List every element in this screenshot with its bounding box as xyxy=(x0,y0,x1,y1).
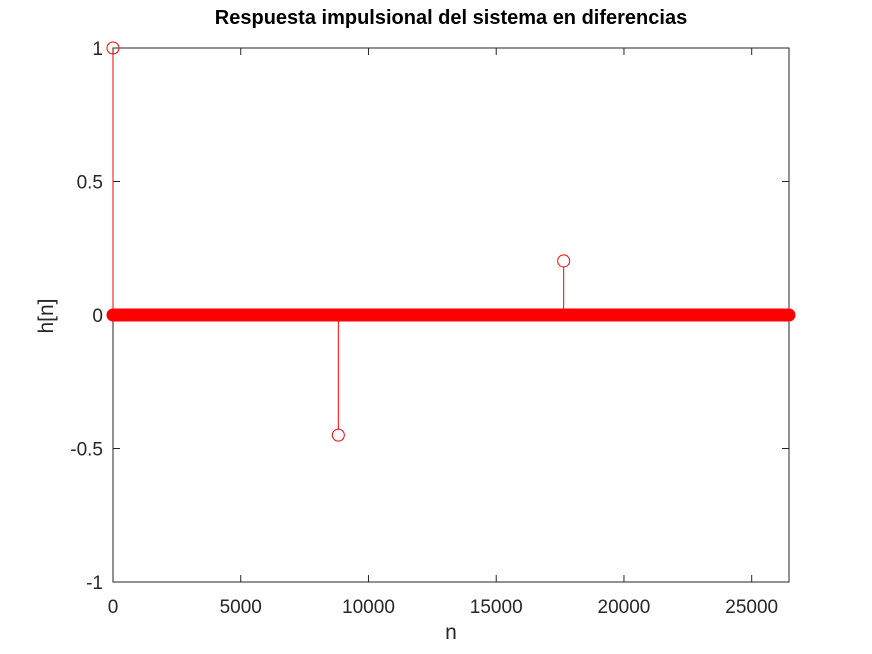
y-tick-label: -1 xyxy=(86,573,103,594)
stem-marker xyxy=(106,41,120,55)
x-tick-label: 20000 xyxy=(598,597,651,618)
x-tick-label: 5000 xyxy=(220,597,262,618)
x-tick-label: 10000 xyxy=(342,597,395,618)
y-tick-label: 0 xyxy=(92,306,103,327)
x-tick-label: 0 xyxy=(108,597,119,618)
stem-marker xyxy=(557,254,571,268)
y-tick-label: 0.5 xyxy=(77,173,103,194)
x-axis-label: n xyxy=(445,621,457,644)
y-tick-label: -0.5 xyxy=(70,440,103,461)
y-axis-label: h[n] xyxy=(35,298,58,333)
chart-title: Respuesta impulsional del sistema en dif… xyxy=(215,7,687,29)
plot-axes: 0 5000 10000 15000 20000 25000 -1 -0.5 0 0.5 1 xyxy=(70,39,790,618)
x-tick-label: 15000 xyxy=(470,597,523,618)
x-tick-label: 25000 xyxy=(725,597,778,618)
y-tick-label: 1 xyxy=(92,39,103,60)
stem-marker xyxy=(331,428,345,442)
data-marks xyxy=(106,41,796,442)
